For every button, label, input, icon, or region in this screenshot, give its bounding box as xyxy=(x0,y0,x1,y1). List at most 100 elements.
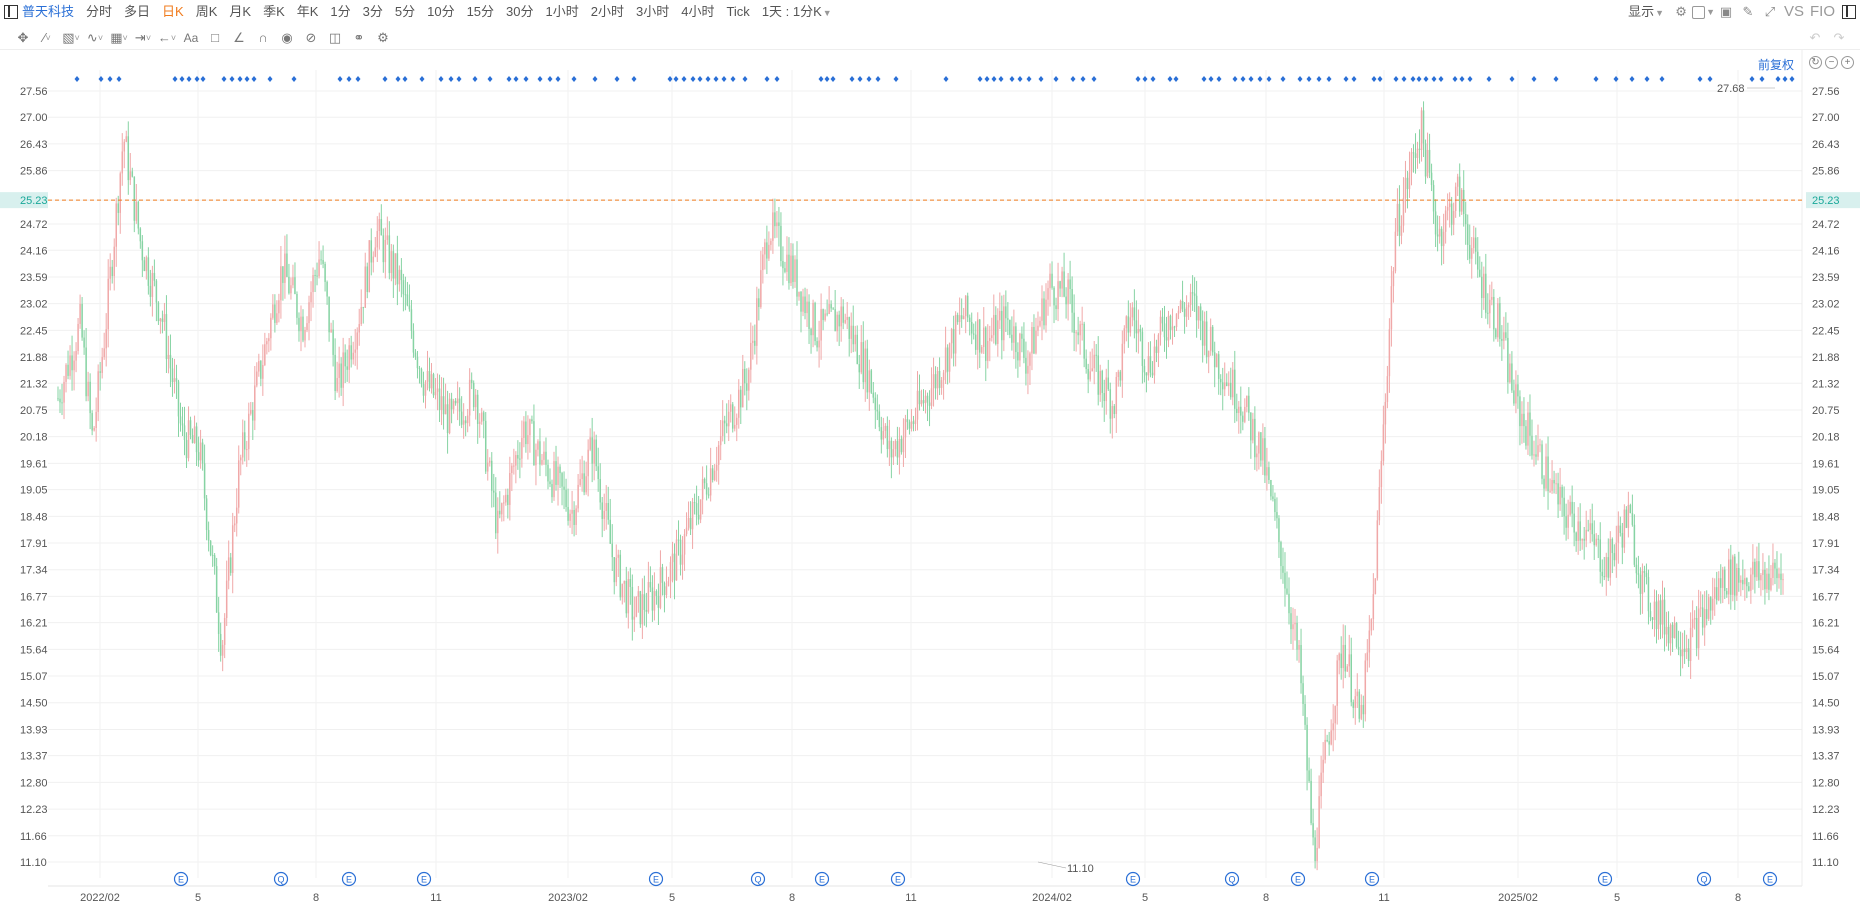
x-tick-label: 5 xyxy=(195,892,201,904)
draw-settings-icon[interactable]: ⚙ xyxy=(377,29,389,45)
channel-tool-icon[interactable]: ▧ ˅ xyxy=(62,29,80,45)
adjust-mode-label[interactable]: 前复权 xyxy=(1757,58,1794,72)
x-tick-label: 5 xyxy=(1614,892,1620,904)
candle-body xyxy=(1593,534,1595,546)
candle-body xyxy=(589,437,591,450)
candle-body xyxy=(948,343,951,372)
panel-right-icon[interactable] xyxy=(1842,5,1856,19)
gear-icon[interactable]: ⚙ xyxy=(1675,4,1687,19)
period-tab-15min[interactable]: 15分 xyxy=(466,4,495,19)
candle-body xyxy=(740,389,742,408)
candle-body xyxy=(1398,203,1401,236)
candle-body xyxy=(1440,228,1443,247)
link-icon[interactable]: ⚭ xyxy=(353,29,365,45)
f10-button[interactable]: FIO xyxy=(1810,3,1835,20)
event-diamond-icon xyxy=(592,76,598,82)
candle-body xyxy=(1324,739,1326,760)
kline-chart[interactable]: 27.56 27.56 27.00 27.00 26.43 26.43 25.86 25.86… xyxy=(0,50,1860,912)
period-tab-3hour[interactable]: 3小时 xyxy=(635,4,670,19)
range-tool-icon[interactable]: ⇥ ˅ xyxy=(134,29,152,45)
candle-body xyxy=(687,517,690,528)
candle-body xyxy=(659,567,662,608)
candle-body xyxy=(105,329,107,349)
y-tick-label-right: 27.00 xyxy=(1812,112,1840,124)
candle-body xyxy=(1394,231,1397,272)
period-tab-duori[interactable]: 多日 xyxy=(124,4,151,19)
period-tab-fenshi[interactable]: 分时 xyxy=(86,4,113,19)
reset-icon[interactable]: ↻ xyxy=(1809,56,1822,69)
period-tab-1min[interactable]: 1分 xyxy=(330,4,351,19)
eye-icon[interactable]: ◉ xyxy=(281,29,293,45)
candle-body xyxy=(1352,702,1355,708)
y-tick-label-right: 23.59 xyxy=(1812,272,1840,284)
candle-body xyxy=(312,275,314,293)
period-tab-yearly[interactable]: 年K xyxy=(296,4,319,19)
move-icon[interactable]: ✥ xyxy=(17,29,29,45)
line-tool-icon[interactable]: ∕ ˅ xyxy=(43,30,51,45)
period-tab-quarterly[interactable]: 季K xyxy=(263,4,285,19)
event-diamond-icon xyxy=(849,76,855,82)
candle-body xyxy=(862,342,865,383)
candle-body xyxy=(1653,601,1656,620)
display-menu[interactable]: 显示▼ xyxy=(1622,0,1670,24)
wave-tool-icon[interactable]: ∿ ˅ xyxy=(86,29,104,45)
candle-body xyxy=(452,400,455,410)
text-tool-icon[interactable]: Aa xyxy=(183,30,199,45)
event-diamond-icon xyxy=(1467,76,1473,82)
candle-body xyxy=(1336,660,1338,706)
period-tab-2hour[interactable]: 2小时 xyxy=(590,4,624,19)
candle-body xyxy=(1067,279,1069,305)
event-diamond-icon xyxy=(244,76,250,82)
vs-button[interactable]: VS xyxy=(1783,3,1804,20)
y-tick-label-right: 17.91 xyxy=(1812,538,1840,550)
magnet-icon[interactable]: ∩ xyxy=(258,30,268,45)
candle-body xyxy=(1764,569,1766,590)
stock-name[interactable]: 普天科技 xyxy=(22,4,75,19)
candle-body xyxy=(1223,382,1226,390)
redo-icon[interactable]: ↷ xyxy=(1833,30,1845,45)
camera-icon[interactable]: ▣ xyxy=(1719,4,1733,19)
sidebar-toggle-icon[interactable] xyxy=(4,5,18,19)
period-tab-10min[interactable]: 10分 xyxy=(427,4,455,19)
trash-icon[interactable]: ◫ xyxy=(328,29,342,45)
y-tick-label-left: 26.43 xyxy=(20,139,48,151)
pencil-icon[interactable]: ✎ xyxy=(1742,4,1754,19)
candle-body xyxy=(954,314,957,354)
candle-body xyxy=(254,385,256,421)
period-tab-4hour[interactable]: 4小时 xyxy=(681,4,715,19)
period-tab-1hour[interactable]: 1小时 xyxy=(545,4,579,19)
candle-body xyxy=(1687,648,1690,661)
measure-tool-icon[interactable]: ▦ ˅ xyxy=(110,29,128,45)
candle-body xyxy=(816,341,818,348)
undo-icon[interactable]: ↶ xyxy=(1809,30,1821,45)
chart-canvas[interactable]: 27.56 27.56 27.00 27.00 26.43 26.43 25.86 25.86… xyxy=(0,50,1860,912)
candle-body xyxy=(1282,566,1284,573)
zoom-in-icon[interactable]: + xyxy=(1841,56,1854,69)
candle-body xyxy=(1776,568,1778,579)
candle-body xyxy=(348,345,350,370)
period-tab-daily[interactable]: 日K xyxy=(162,4,184,19)
period-toolbar: 普天科技 分时 多日 日K 周K 月K 季K 年K 1分 3分 5分 10分 1… xyxy=(0,0,1860,24)
event-diamond-icon xyxy=(1343,76,1349,82)
layout-select[interactable]: ▼ xyxy=(1692,1,1715,23)
event-diamond-icon xyxy=(382,76,388,82)
candle-body xyxy=(876,409,879,412)
comment-tool-icon[interactable]: □ xyxy=(211,30,219,45)
candle-body xyxy=(1643,571,1646,573)
hide-icon[interactable]: ⊘ xyxy=(305,29,317,45)
period-tab-5min[interactable]: 5分 xyxy=(394,4,416,19)
zoom-out-icon[interactable]: − xyxy=(1825,56,1838,69)
arrow-tool-icon[interactable]: ← ˅ xyxy=(157,30,177,45)
fullscreen-icon[interactable]: ⤢ xyxy=(1764,4,1776,19)
candle-body xyxy=(637,591,640,597)
custom-period-select[interactable]: 1天 : 1分K▼ xyxy=(756,0,838,24)
period-tab-tick[interactable]: Tick xyxy=(726,4,750,19)
period-tab-30min[interactable]: 30分 xyxy=(506,4,534,19)
angle-tool-icon[interactable]: ∠ xyxy=(233,29,245,45)
event-diamond-icon xyxy=(506,76,512,82)
candle-body xyxy=(1611,538,1614,554)
period-tab-3min[interactable]: 3分 xyxy=(362,4,383,19)
period-tab-monthly[interactable]: 月K xyxy=(229,4,252,19)
period-tab-weekly[interactable]: 周K xyxy=(195,4,218,19)
candle-body xyxy=(129,171,132,181)
